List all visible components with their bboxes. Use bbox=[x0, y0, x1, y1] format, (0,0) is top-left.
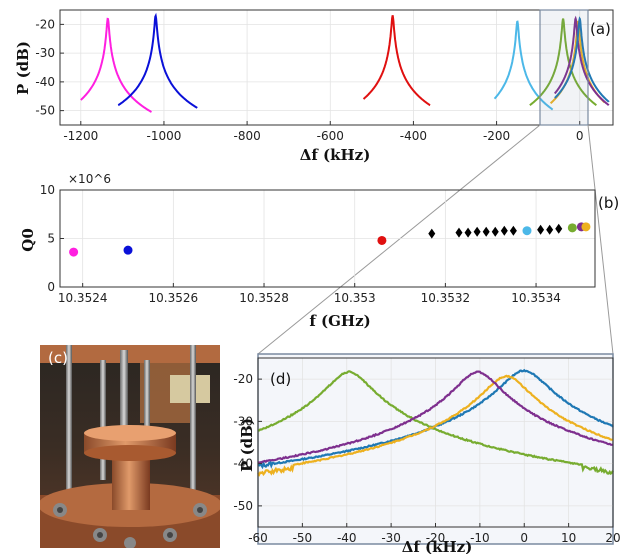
panel-b-point-green bbox=[567, 223, 577, 233]
d-x-tick-label: -20 bbox=[426, 531, 446, 545]
panel-b-y-ticks: 0 5 10 bbox=[40, 183, 64, 294]
panel-d-curve-orange bbox=[257, 374, 614, 477]
panel-b-quality-factor-plot: 10.3524 10.3526 10.3528 10.353 10.3532 10.353… bbox=[19, 172, 619, 330]
d-x-tick-label: -60 bbox=[248, 531, 268, 545]
panel-b-point-blue bbox=[123, 245, 133, 255]
panel-a-curve-steelblue bbox=[554, 16, 610, 103]
a-x-tick-label: -1200 bbox=[63, 129, 98, 143]
panel-d-curve-green bbox=[257, 370, 614, 476]
panel-b-point-diamond bbox=[555, 223, 563, 234]
a-y-tick-label: -20 bbox=[35, 17, 55, 31]
a-x-tick-label: -800 bbox=[233, 129, 260, 143]
panel-a-curve-cyan bbox=[493, 20, 554, 111]
panel-d-y-label: P (dB) bbox=[238, 418, 256, 472]
panel-a-x-ticks: -1200 -1000 -800 -600 -400 -200 0 bbox=[63, 121, 584, 143]
panel-d-letter: (d) bbox=[270, 370, 291, 388]
d-x-tick-label: -30 bbox=[381, 531, 401, 545]
panel-b-point-diamond bbox=[473, 226, 481, 237]
a-x-tick-label: -600 bbox=[317, 129, 344, 143]
cavity-photo-drawing bbox=[40, 345, 220, 548]
a-y-tick-label: -50 bbox=[35, 104, 55, 118]
b-y-tick-label: 0 bbox=[47, 280, 55, 294]
panel-a-x-label: Δf (kHz) bbox=[300, 146, 371, 164]
d-x-tick-label: 20 bbox=[605, 531, 620, 545]
panel-b-point-orange bbox=[581, 222, 591, 232]
d-x-tick-label: 0 bbox=[520, 531, 528, 545]
panel-b-point-diamond bbox=[482, 226, 490, 237]
zoom-connector-right bbox=[587, 124, 614, 355]
panel-b-grid bbox=[60, 189, 595, 288]
d-y-tick-label: -30 bbox=[233, 414, 253, 428]
panel-b-point-diamond bbox=[464, 227, 472, 238]
panel-b-point-diamond bbox=[546, 224, 554, 235]
panel-b-point-diamond bbox=[537, 224, 545, 235]
panel-b-letter: (b) bbox=[598, 194, 619, 212]
b-x-tick-label: 10.3528 bbox=[239, 291, 289, 305]
b-x-tick-label: 10.353 bbox=[334, 291, 376, 305]
b-x-tick-label: 10.3534 bbox=[511, 291, 561, 305]
panel-b-point-diamond bbox=[455, 227, 463, 238]
d-x-tick-label: -50 bbox=[293, 531, 313, 545]
b-x-tick-label: 10.3524 bbox=[58, 291, 108, 305]
panel-b-x-ticks: 10.3524 10.3526 10.3528 10.353 10.3532 10.353… bbox=[58, 283, 561, 305]
b-x-tick-label: 10.3532 bbox=[421, 291, 471, 305]
panel-d-zoomed-spectrum-plot: -60 -50 -40 -30 -20 -10 0 10 20 -20 -30 -40 -50 Δf … bbox=[233, 353, 621, 554]
panel-a-curve-magenta bbox=[80, 17, 152, 113]
panel-d-curve-purple bbox=[257, 370, 614, 465]
panel-b-point-diamond bbox=[509, 225, 517, 236]
a-y-tick-label: -40 bbox=[35, 75, 55, 89]
d-x-tick-label: 10 bbox=[561, 531, 576, 545]
panel-a-curve-red bbox=[362, 15, 431, 107]
d-x-tick-label: -40 bbox=[337, 531, 357, 545]
zoom-connector-left bbox=[257, 124, 541, 355]
panel-d-x-label: Δf (kHz) bbox=[402, 538, 473, 554]
panel-b-point-diamond bbox=[500, 225, 508, 236]
zoom-box bbox=[539, 9, 589, 126]
panel-b-x-label: f (GHz) bbox=[309, 312, 370, 330]
panel-b-points bbox=[69, 222, 591, 257]
a-x-tick-label: 0 bbox=[576, 129, 584, 143]
panel-b-point-diamond bbox=[428, 228, 436, 239]
a-x-tick-label: -200 bbox=[483, 129, 510, 143]
panel-d-y-ticks: -20 -30 -40 -50 bbox=[233, 372, 262, 513]
cavity-photo: (c) bbox=[40, 345, 220, 548]
panel-c-letter: (c) bbox=[48, 349, 68, 367]
panel-b-point-red bbox=[377, 235, 387, 245]
panel-a-y-ticks: -20 -30 -40 -50 bbox=[35, 17, 64, 118]
a-y-tick-label: -30 bbox=[35, 46, 55, 60]
panel-a-curve-blue bbox=[117, 12, 198, 109]
panel-b-point-magenta bbox=[69, 247, 79, 257]
panel-a-curve-purple bbox=[554, 15, 610, 106]
panel-a-frame bbox=[59, 9, 614, 126]
panel-b-multiplier: ×10^6 bbox=[68, 172, 111, 186]
panel-b-point-diamond bbox=[491, 226, 499, 237]
panel-b-y-label: Q0 bbox=[19, 228, 37, 252]
panel-a-letter: (a) bbox=[590, 20, 611, 38]
b-x-tick-label: 10.3526 bbox=[149, 291, 199, 305]
panel-a-curve-green bbox=[529, 18, 597, 107]
panel-a-spectrum-plot: -1200 -1000 -800 -600 -400 -200 0 -20 -30 -40 -50… bbox=[14, 9, 614, 164]
panel-d-x-ticks: -60 -50 -40 -30 -20 -10 0 10 20 bbox=[248, 523, 621, 545]
d-x-tick-label: -10 bbox=[470, 531, 490, 545]
a-x-tick-label: -1000 bbox=[147, 129, 182, 143]
d-y-tick-label: -20 bbox=[233, 372, 253, 386]
d-y-tick-label: -50 bbox=[233, 499, 253, 513]
panel-d-curves bbox=[257, 368, 614, 477]
b-y-tick-label: 10 bbox=[40, 183, 55, 197]
b-y-tick-label: 5 bbox=[47, 232, 55, 246]
panel-a-y-label: P (dB) bbox=[14, 41, 32, 95]
panel-a-curves bbox=[80, 12, 610, 113]
d-y-tick-label: -40 bbox=[233, 457, 253, 471]
panel-b-point-cyan bbox=[522, 226, 532, 236]
a-x-tick-label: -400 bbox=[400, 129, 427, 143]
